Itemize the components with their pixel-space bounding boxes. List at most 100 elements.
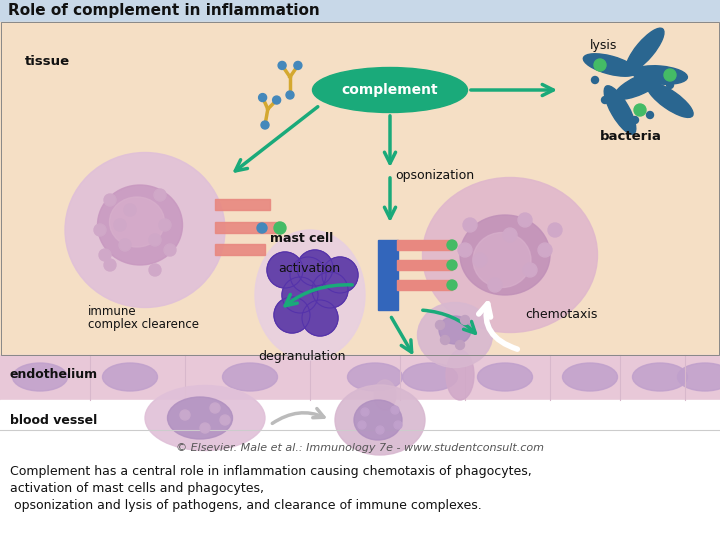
Ellipse shape xyxy=(109,197,164,247)
Ellipse shape xyxy=(354,400,402,440)
Text: opsonization: opsonization xyxy=(395,168,474,181)
Circle shape xyxy=(267,252,303,288)
Circle shape xyxy=(592,77,598,84)
Ellipse shape xyxy=(402,363,457,391)
Ellipse shape xyxy=(145,386,265,450)
Circle shape xyxy=(523,263,537,277)
Ellipse shape xyxy=(439,316,471,344)
Circle shape xyxy=(273,96,281,104)
Circle shape xyxy=(261,121,269,129)
Circle shape xyxy=(257,223,267,233)
Ellipse shape xyxy=(168,397,233,439)
Circle shape xyxy=(488,278,502,292)
Circle shape xyxy=(210,403,220,413)
Circle shape xyxy=(274,297,310,333)
Text: Role of complement in inflammation: Role of complement in inflammation xyxy=(8,3,320,18)
Circle shape xyxy=(458,243,472,257)
Ellipse shape xyxy=(335,385,425,455)
Circle shape xyxy=(594,59,606,71)
Bar xyxy=(0,22,720,355)
Text: bacteria: bacteria xyxy=(600,130,662,143)
Circle shape xyxy=(621,86,629,93)
Circle shape xyxy=(463,218,477,232)
Circle shape xyxy=(99,249,111,261)
Circle shape xyxy=(124,204,136,216)
Circle shape xyxy=(159,219,171,231)
Ellipse shape xyxy=(222,363,277,391)
Circle shape xyxy=(447,280,457,290)
Circle shape xyxy=(394,421,402,429)
Bar xyxy=(0,0,720,22)
Ellipse shape xyxy=(418,302,492,368)
Circle shape xyxy=(290,257,326,293)
Text: activation of mast cells and phagocytes,: activation of mast cells and phagocytes, xyxy=(10,482,264,495)
Bar xyxy=(397,260,452,270)
Circle shape xyxy=(447,240,457,250)
Circle shape xyxy=(286,91,294,99)
Text: blood vessel: blood vessel xyxy=(10,414,97,427)
Ellipse shape xyxy=(65,152,225,307)
Circle shape xyxy=(634,104,646,116)
Text: complex clearence: complex clearence xyxy=(88,318,199,331)
Ellipse shape xyxy=(312,68,467,112)
Ellipse shape xyxy=(473,233,531,287)
Bar xyxy=(0,400,720,430)
Circle shape xyxy=(647,111,654,118)
Text: activation: activation xyxy=(278,261,340,274)
Circle shape xyxy=(114,219,126,231)
Circle shape xyxy=(294,62,302,70)
Ellipse shape xyxy=(562,363,618,391)
Bar xyxy=(215,199,270,210)
Text: Complement has a central role in inflammation causing chemotaxis of phagocytes,: Complement has a central role in inflamm… xyxy=(10,465,532,478)
Bar xyxy=(1,22,719,355)
Circle shape xyxy=(447,260,457,270)
Circle shape xyxy=(441,335,449,345)
Circle shape xyxy=(274,222,286,234)
Circle shape xyxy=(358,421,366,429)
Circle shape xyxy=(258,93,266,102)
Text: lysis: lysis xyxy=(590,39,617,52)
Ellipse shape xyxy=(604,86,636,134)
Text: tissue: tissue xyxy=(25,55,70,68)
Circle shape xyxy=(456,341,464,349)
Text: complement: complement xyxy=(342,83,438,97)
Ellipse shape xyxy=(102,363,158,391)
Circle shape xyxy=(436,321,444,329)
Bar xyxy=(0,355,720,400)
Circle shape xyxy=(282,277,318,313)
Circle shape xyxy=(119,239,131,251)
Circle shape xyxy=(104,194,116,206)
Ellipse shape xyxy=(423,178,598,333)
Ellipse shape xyxy=(626,28,664,72)
Circle shape xyxy=(548,223,562,237)
Circle shape xyxy=(154,189,166,201)
Circle shape xyxy=(302,300,338,336)
Circle shape xyxy=(220,415,230,425)
Text: immune: immune xyxy=(88,305,137,318)
Text: mast cell: mast cell xyxy=(270,232,333,245)
Circle shape xyxy=(149,234,161,246)
Circle shape xyxy=(538,243,552,257)
Bar xyxy=(397,280,452,290)
Circle shape xyxy=(391,406,399,414)
Ellipse shape xyxy=(583,54,636,76)
Circle shape xyxy=(322,257,358,293)
Text: © Elsevier. Male et al.: Immunology 7e - www.studentconsult.com: © Elsevier. Male et al.: Immunology 7e -… xyxy=(176,443,544,453)
Ellipse shape xyxy=(477,363,533,391)
Bar xyxy=(215,244,265,255)
Bar xyxy=(215,222,280,233)
Circle shape xyxy=(461,315,469,325)
Bar xyxy=(397,240,452,250)
Circle shape xyxy=(667,82,673,89)
Circle shape xyxy=(601,97,608,104)
Circle shape xyxy=(312,272,348,308)
Circle shape xyxy=(94,224,106,236)
Circle shape xyxy=(376,426,384,434)
Circle shape xyxy=(631,117,639,124)
Text: endothelium: endothelium xyxy=(10,368,98,381)
Ellipse shape xyxy=(374,380,396,410)
Ellipse shape xyxy=(633,66,688,84)
Circle shape xyxy=(297,250,333,286)
Circle shape xyxy=(149,264,161,276)
Circle shape xyxy=(278,62,286,70)
